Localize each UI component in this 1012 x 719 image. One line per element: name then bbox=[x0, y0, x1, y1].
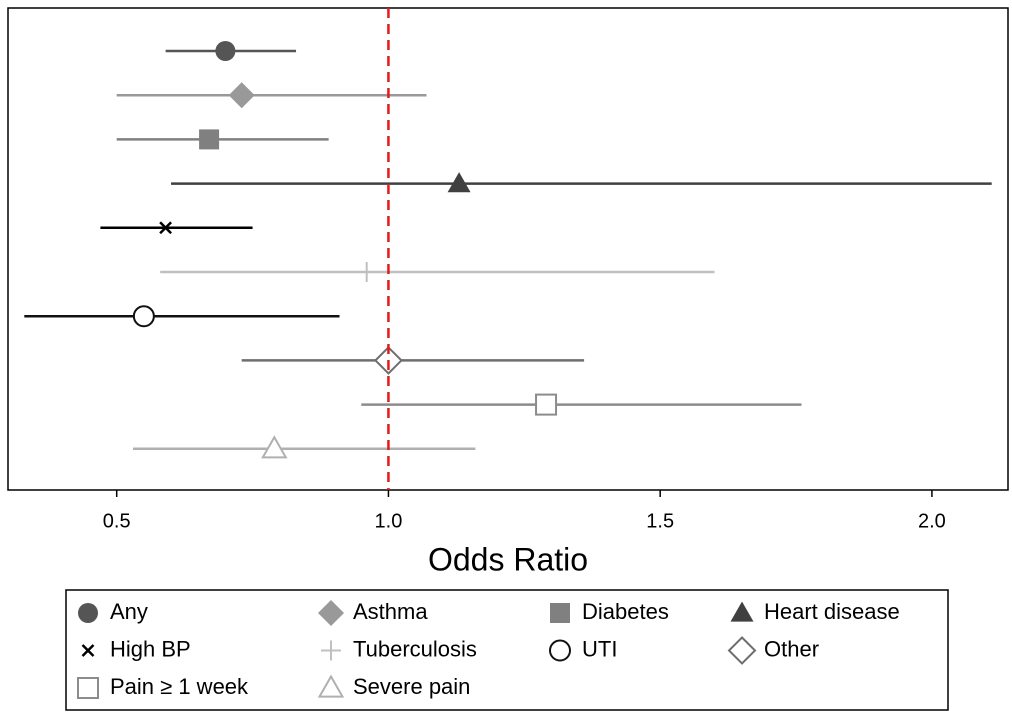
legend-label: Tuberculosis bbox=[353, 636, 477, 661]
point bbox=[199, 129, 220, 150]
point bbox=[261, 435, 288, 459]
legend-label: UTI bbox=[582, 636, 617, 661]
x-tick-label: 1.5 bbox=[646, 510, 674, 532]
point bbox=[132, 305, 155, 328]
plot-frame bbox=[7, 7, 1009, 491]
point bbox=[535, 393, 558, 416]
legend-marker bbox=[727, 636, 757, 665]
legend-marker bbox=[730, 601, 754, 622]
legend-label: Pain ≥ 1 week bbox=[110, 674, 249, 699]
x-tick-label: 1.0 bbox=[375, 510, 403, 532]
legend-label: Severe pain bbox=[353, 674, 470, 699]
legend-marker bbox=[321, 640, 341, 661]
legend-box bbox=[65, 589, 949, 711]
legend-marker bbox=[317, 674, 345, 698]
x-tick-label: 0.5 bbox=[103, 510, 131, 532]
legend-label: High BP bbox=[110, 636, 191, 661]
legend-label: Asthma bbox=[353, 599, 428, 624]
legend-marker bbox=[550, 603, 570, 623]
x-axis-label: Odds Ratio bbox=[428, 541, 588, 577]
legend-marker bbox=[78, 603, 98, 623]
point bbox=[228, 82, 255, 109]
x-tick-label: 2.0 bbox=[918, 510, 946, 532]
point bbox=[447, 172, 471, 193]
legend-marker bbox=[81, 644, 95, 657]
point bbox=[159, 221, 172, 235]
point bbox=[356, 262, 377, 282]
legend-label: Heart disease bbox=[764, 599, 900, 624]
point bbox=[215, 41, 236, 61]
legend-label: Diabetes bbox=[582, 599, 669, 624]
legend-label: Any bbox=[110, 599, 148, 624]
legend-label: Other bbox=[764, 636, 819, 661]
legend-marker bbox=[549, 639, 571, 662]
legend-marker bbox=[77, 677, 99, 699]
legend-marker bbox=[318, 600, 344, 626]
